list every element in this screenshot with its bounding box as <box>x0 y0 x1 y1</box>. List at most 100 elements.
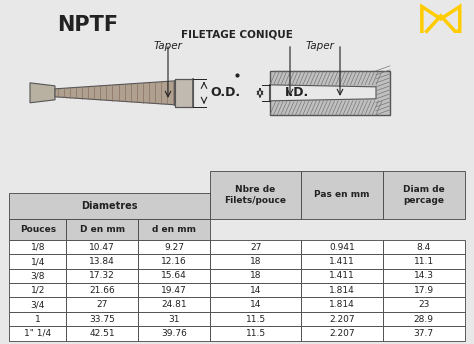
Bar <box>270 71 390 115</box>
Text: NPTF: NPTF <box>57 15 118 35</box>
Text: 17.9: 17.9 <box>414 286 434 295</box>
FancyBboxPatch shape <box>210 326 301 341</box>
FancyBboxPatch shape <box>301 326 383 341</box>
Text: Pas en mm: Pas en mm <box>314 190 370 200</box>
FancyBboxPatch shape <box>9 240 66 254</box>
Text: 1/4: 1/4 <box>31 257 45 266</box>
FancyBboxPatch shape <box>9 326 66 341</box>
FancyBboxPatch shape <box>138 326 210 341</box>
Text: Taper: Taper <box>306 41 335 51</box>
FancyBboxPatch shape <box>138 269 210 283</box>
Text: FILETAGE CONIQUE: FILETAGE CONIQUE <box>181 30 293 40</box>
FancyBboxPatch shape <box>138 298 210 312</box>
Text: Pouces: Pouces <box>20 225 56 234</box>
FancyBboxPatch shape <box>383 171 465 218</box>
FancyBboxPatch shape <box>301 283 383 298</box>
Text: 33.75: 33.75 <box>89 314 115 323</box>
FancyBboxPatch shape <box>9 269 66 283</box>
Text: 1.814: 1.814 <box>329 300 355 309</box>
FancyBboxPatch shape <box>383 283 465 298</box>
Text: 19.47: 19.47 <box>161 286 187 295</box>
Text: d en mm: d en mm <box>152 225 196 234</box>
Text: 1.814: 1.814 <box>329 286 355 295</box>
Text: 1.411: 1.411 <box>329 271 355 280</box>
FancyBboxPatch shape <box>210 254 301 269</box>
FancyBboxPatch shape <box>66 240 138 254</box>
FancyBboxPatch shape <box>66 326 138 341</box>
FancyBboxPatch shape <box>9 312 66 326</box>
Text: 10.47: 10.47 <box>89 243 115 252</box>
FancyBboxPatch shape <box>210 269 301 283</box>
Text: 3/4: 3/4 <box>31 300 45 309</box>
Text: 18: 18 <box>250 271 261 280</box>
FancyBboxPatch shape <box>66 283 138 298</box>
FancyBboxPatch shape <box>66 298 138 312</box>
FancyBboxPatch shape <box>9 193 210 218</box>
Text: 31: 31 <box>168 314 180 323</box>
Text: 2.207: 2.207 <box>329 329 355 338</box>
Text: 11.5: 11.5 <box>246 329 265 338</box>
Text: 21.66: 21.66 <box>89 286 115 295</box>
Text: 11.1: 11.1 <box>414 257 434 266</box>
FancyBboxPatch shape <box>138 240 210 254</box>
Text: 1: 1 <box>35 314 41 323</box>
FancyBboxPatch shape <box>210 283 301 298</box>
Text: 1/2: 1/2 <box>31 286 45 295</box>
Bar <box>175 79 193 107</box>
Polygon shape <box>270 85 376 101</box>
FancyBboxPatch shape <box>301 240 383 254</box>
Polygon shape <box>30 83 55 103</box>
FancyBboxPatch shape <box>210 240 301 254</box>
Text: 12.16: 12.16 <box>161 257 187 266</box>
FancyBboxPatch shape <box>301 171 383 218</box>
Text: 14: 14 <box>250 286 261 295</box>
Text: 8.4: 8.4 <box>417 243 431 252</box>
Text: 1/8: 1/8 <box>31 243 45 252</box>
FancyBboxPatch shape <box>210 312 301 326</box>
Text: 37.7: 37.7 <box>414 329 434 338</box>
FancyBboxPatch shape <box>383 269 465 283</box>
Text: 2.207: 2.207 <box>329 314 355 323</box>
FancyBboxPatch shape <box>9 298 66 312</box>
FancyBboxPatch shape <box>138 254 210 269</box>
Text: 1.411: 1.411 <box>329 257 355 266</box>
Text: Diametres: Diametres <box>82 201 138 211</box>
FancyBboxPatch shape <box>138 312 210 326</box>
Text: 17.32: 17.32 <box>89 271 115 280</box>
Text: 42.51: 42.51 <box>90 329 115 338</box>
Text: 24.81: 24.81 <box>161 300 187 309</box>
Text: 9.27: 9.27 <box>164 243 184 252</box>
Text: 23: 23 <box>418 300 429 309</box>
FancyBboxPatch shape <box>301 269 383 283</box>
FancyBboxPatch shape <box>210 171 301 218</box>
FancyBboxPatch shape <box>66 312 138 326</box>
FancyBboxPatch shape <box>301 254 383 269</box>
FancyBboxPatch shape <box>138 283 210 298</box>
Text: 14.3: 14.3 <box>414 271 434 280</box>
Text: 28.9: 28.9 <box>414 314 434 323</box>
Text: Diam de
percage: Diam de percage <box>403 185 445 205</box>
Polygon shape <box>55 81 175 105</box>
Text: 27: 27 <box>97 300 108 309</box>
Text: 18: 18 <box>250 257 261 266</box>
Text: D en mm: D en mm <box>80 225 125 234</box>
FancyBboxPatch shape <box>66 269 138 283</box>
Text: 13.84: 13.84 <box>89 257 115 266</box>
Text: 39.76: 39.76 <box>161 329 187 338</box>
Text: 1" 1/4: 1" 1/4 <box>24 329 52 338</box>
Text: I.D.: I.D. <box>285 86 309 99</box>
Text: Nbre de
Filets/pouce: Nbre de Filets/pouce <box>225 185 287 205</box>
FancyBboxPatch shape <box>301 312 383 326</box>
Text: 0.941: 0.941 <box>329 243 355 252</box>
FancyBboxPatch shape <box>383 254 465 269</box>
FancyBboxPatch shape <box>210 298 301 312</box>
FancyBboxPatch shape <box>138 218 210 240</box>
FancyBboxPatch shape <box>383 240 465 254</box>
Text: O.D.: O.D. <box>210 86 240 99</box>
Text: 14: 14 <box>250 300 261 309</box>
Text: 15.64: 15.64 <box>161 271 187 280</box>
FancyBboxPatch shape <box>383 298 465 312</box>
Text: 11.5: 11.5 <box>246 314 265 323</box>
FancyBboxPatch shape <box>383 326 465 341</box>
FancyBboxPatch shape <box>9 283 66 298</box>
